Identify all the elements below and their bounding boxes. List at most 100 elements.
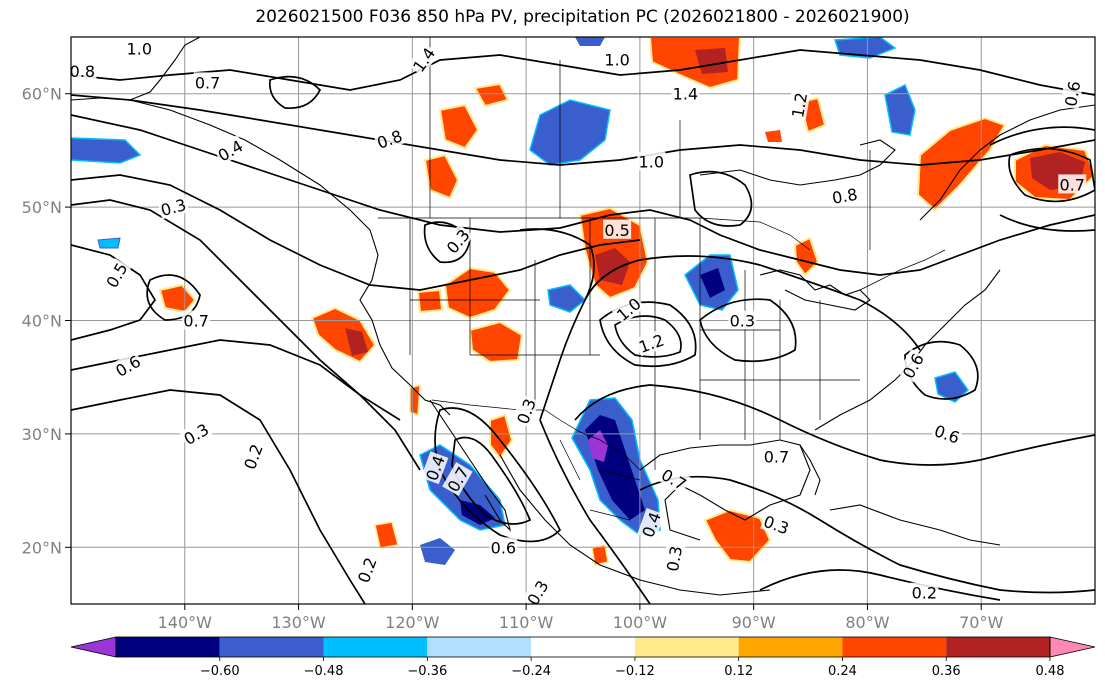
colorbar-tick-label: −0.48 bbox=[304, 664, 344, 679]
contour-label-text: 0.3 bbox=[663, 545, 686, 573]
precip-anomaly-blob bbox=[765, 130, 782, 142]
precip-anomaly-blob bbox=[460, 500, 495, 525]
contour-label-bg bbox=[193, 72, 222, 92]
pv-contour-line bbox=[989, 126, 1095, 146]
precip-anomaly-blob bbox=[575, 37, 605, 46]
contour-label-bg bbox=[634, 328, 668, 357]
contour-label: 0.8 bbox=[829, 183, 861, 208]
contour-label-bg bbox=[671, 83, 700, 103]
pv-contour-line bbox=[71, 49, 1095, 96]
border-canada-provinces bbox=[429, 37, 871, 250]
colorbar-tick-label: 0.48 bbox=[1036, 664, 1065, 679]
colorbar-segment bbox=[738, 637, 843, 657]
precip-anomaly-blob bbox=[374, 521, 399, 549]
contour-label-bg bbox=[373, 124, 406, 153]
pv-contour-line bbox=[689, 170, 753, 227]
contour-label-bg bbox=[762, 446, 791, 466]
contour-label-bg bbox=[611, 292, 646, 326]
contour-label-text: 0.8 bbox=[831, 185, 859, 208]
contour-label: 0.6 bbox=[489, 537, 518, 557]
precip-anomaly-blob bbox=[595, 248, 630, 285]
colorbar-tick-label: −0.24 bbox=[511, 664, 551, 679]
pv-contour-line bbox=[71, 174, 641, 291]
longitude-labels: 140°W 130°W 120°W 110°W 100°W 90°W 80°W 70°W bbox=[158, 613, 1004, 632]
pv-contour-line bbox=[71, 244, 157, 341]
contour-label-text: 0.5 bbox=[604, 221, 629, 240]
contour-label: 1.0 bbox=[125, 38, 154, 58]
colorbar-tick-label: 0.24 bbox=[828, 664, 857, 679]
precip-anomaly-blob bbox=[591, 544, 609, 566]
contour-label-bg bbox=[511, 394, 540, 428]
colorbar-segment bbox=[323, 637, 428, 657]
contour-label-bg bbox=[910, 582, 939, 602]
precip-anomaly-blob bbox=[588, 430, 608, 462]
contour-label-bg bbox=[897, 348, 928, 383]
contour-label-text: 0.3 bbox=[730, 312, 755, 331]
pv-contour-line bbox=[584, 255, 921, 351]
contour-label-text: 1.0 bbox=[127, 39, 152, 58]
pv-contour-line bbox=[71, 199, 401, 421]
contour-label: 1.2 bbox=[786, 89, 811, 121]
border-us-canada-east bbox=[859, 249, 946, 291]
contour-label: 0.3 bbox=[728, 310, 757, 331]
coastline-great-lakes bbox=[759, 269, 871, 311]
longitude-label: 130°W bbox=[271, 613, 326, 632]
colorbar-extend-high bbox=[1049, 636, 1096, 658]
contour-label-bg bbox=[100, 258, 132, 292]
longitude-label: 100°W bbox=[613, 613, 668, 632]
pv-contour-line bbox=[574, 384, 1095, 466]
contour-label-text: 1.2 bbox=[788, 91, 811, 119]
contour-label: 0.8 bbox=[70, 61, 97, 81]
contour-label-bg bbox=[442, 462, 473, 496]
coastline-labrador bbox=[919, 104, 1095, 221]
precip-anomaly-blob bbox=[158, 283, 197, 314]
colorbar-segment bbox=[427, 637, 532, 657]
pv-contour-line bbox=[699, 298, 797, 363]
colorbar-segment bbox=[842, 637, 947, 657]
pv-contour-line bbox=[71, 114, 1095, 276]
border-mexico-states bbox=[559, 439, 641, 521]
contour-label: 0.2 bbox=[910, 582, 939, 603]
latitude-label: 30°N bbox=[22, 425, 62, 444]
contour-label-bg bbox=[661, 543, 686, 574]
contour-label-text: 0.2 bbox=[912, 584, 937, 603]
pv-contour-line bbox=[519, 228, 595, 421]
colorbar-segment bbox=[219, 637, 324, 657]
contour-label-bg bbox=[760, 510, 793, 538]
precip-anomaly-blob bbox=[529, 99, 611, 166]
contour-label-text: 0.8 bbox=[70, 62, 95, 81]
contour-label-bg bbox=[420, 451, 449, 485]
contour-label-bg bbox=[637, 151, 666, 171]
longitude-label: 110°W bbox=[499, 613, 554, 632]
colorbar-tick-label: −0.12 bbox=[615, 664, 655, 679]
pv-contour-line bbox=[599, 301, 697, 368]
contour-label-bg bbox=[407, 42, 440, 77]
coastline-west bbox=[129, 99, 451, 416]
contour-label-bg bbox=[603, 219, 632, 239]
contour-label-bg bbox=[489, 537, 518, 557]
contour-label-bg bbox=[1058, 174, 1087, 194]
contour-label-bg bbox=[71, 61, 97, 81]
colorbar-tick-label: 0.12 bbox=[724, 664, 753, 679]
precip-anomaly-blob bbox=[700, 268, 725, 298]
contour-label-bg bbox=[157, 193, 190, 220]
pv-contour-line bbox=[614, 315, 682, 358]
precip-anomaly-blob bbox=[420, 538, 455, 565]
contour-label-text: 0.7 bbox=[764, 448, 789, 467]
contour-label-text: 0.6 bbox=[1061, 80, 1084, 108]
precip-anomaly-blob bbox=[884, 83, 916, 136]
map-plot-area: 1.00.80.71.4 1.01.4 1.2 0.60.80.4 1.00.8 0.70… bbox=[70, 37, 1095, 604]
pv-contour-line bbox=[451, 436, 532, 525]
colorbar-tick-labels: −0.60 −0.48 −0.36 −0.24 −0.12 0.12 0.24 0.36 0.4… bbox=[200, 657, 1065, 679]
precip-anomaly-blob bbox=[97, 237, 121, 249]
contour-label: 0.7 bbox=[762, 446, 791, 467]
contour-label-bg bbox=[829, 183, 861, 208]
colorbar-tick-label: −0.36 bbox=[407, 664, 447, 679]
latitude-label: 20°N bbox=[22, 538, 62, 557]
precip-anomaly-blob bbox=[416, 288, 444, 314]
precip-anomaly-blob bbox=[468, 320, 524, 364]
contour-label-bg bbox=[728, 310, 757, 330]
pv-contour-line bbox=[268, 75, 322, 110]
colorbar-tick-label: −0.60 bbox=[200, 664, 240, 679]
